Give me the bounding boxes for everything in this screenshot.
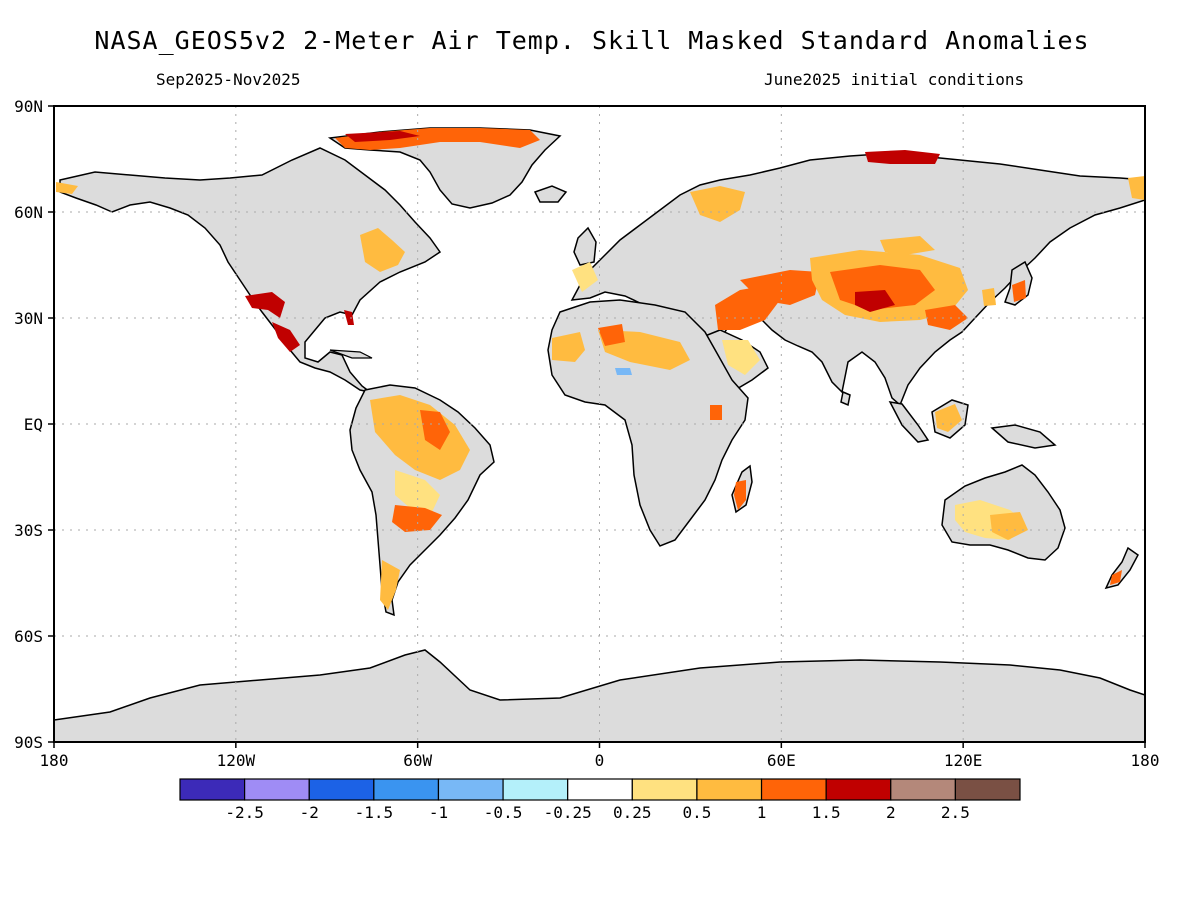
colorbar-label: -1 [429, 803, 448, 822]
colorbar-label: -0.25 [544, 803, 592, 822]
anomaly-negative-sahel [615, 368, 632, 375]
colorbar-bin [890, 778, 956, 801]
anomaly-amazon-core [420, 410, 450, 450]
anomaly-paraguay [392, 505, 442, 532]
colorbar-label: -2 [300, 803, 319, 822]
colorbar: -2.5 -2 -1.5 -1 -0.5 -0.25 0.25 0.5 1 1.5 2 2.5 [179, 778, 1021, 822]
iceland [533, 185, 568, 203]
colorbar-label: -1.5 [355, 803, 394, 822]
anomaly-sahara-west [552, 332, 585, 362]
colorbar-bin [760, 778, 827, 801]
x-tick-label: 120W [217, 751, 256, 770]
anomaly-new-zealand [1110, 570, 1122, 585]
anomaly-borneo [935, 404, 962, 432]
anomaly-east-siberia [1128, 176, 1145, 200]
y-tick-label: 90N [14, 97, 43, 116]
anomaly-tibet-hot [855, 290, 895, 312]
chart-title: NASA_GEOS5v2 2-Meter Air Temp. Skill Mas… [94, 26, 1090, 55]
anomaly-japan [1012, 280, 1026, 302]
anomaly-sahara-north [598, 324, 625, 346]
colorbar-label: 1.5 [812, 803, 841, 822]
y-tick-label: 60S [14, 627, 43, 646]
anomaly-australia-core [990, 512, 1028, 540]
initial-conditions: June2025 initial conditions [764, 70, 1025, 89]
colorbar-bin [437, 778, 504, 801]
colorbar-label: 0.5 [682, 803, 711, 822]
colorbar-bin [954, 778, 1021, 801]
colorbar-label: -0.5 [484, 803, 523, 822]
x-tick-label: 60E [767, 751, 796, 770]
anomaly-western-europe [572, 262, 598, 292]
anomaly-east-africa [710, 405, 722, 420]
north-america [59, 147, 442, 393]
anomaly-southwest-us [245, 292, 285, 318]
anomaly-amazon [370, 395, 470, 480]
africa [547, 299, 749, 547]
axis-ticks: 180 120W 60W 0 60E 120E 180 90N 60N 30N EQ 30S 60S 90… [14, 97, 1159, 770]
anomaly-east-canada [360, 228, 405, 272]
colorbar-label: 0.25 [613, 803, 652, 822]
cuba [329, 349, 373, 359]
colorbar-bin [502, 778, 569, 801]
x-tick-label: 180 [1131, 751, 1160, 770]
new-guinea [990, 424, 1057, 449]
forecast-period: Sep2025-Nov2025 [156, 70, 301, 89]
anomaly-alaska [56, 182, 78, 194]
y-tick-label: 60N [14, 203, 43, 222]
y-tick-label: 30S [14, 521, 43, 540]
anomaly-greenland-core [345, 131, 420, 142]
colorbar-bin [825, 778, 892, 801]
colorbar-bin [244, 778, 310, 801]
anomaly-scandinavia [690, 186, 745, 222]
y-tick-label: EQ [24, 415, 43, 434]
colorbar-bin [179, 778, 246, 801]
colorbar-label: 2.5 [941, 803, 970, 822]
x-tick-label: 0 [595, 751, 605, 770]
anomaly-china-east [925, 305, 968, 330]
anomaly-patagonia [380, 560, 400, 610]
colorbar-bin [567, 778, 633, 801]
colorbar-label: 2 [886, 803, 896, 822]
graticule [54, 106, 1145, 742]
sumatra [888, 401, 930, 443]
y-tick-label: 30N [14, 309, 43, 328]
sri-lanka [840, 390, 851, 407]
anomaly-taymyr [865, 150, 940, 164]
anomaly-korea [982, 288, 996, 306]
anomaly-mongolia [880, 236, 935, 255]
colorbar-bin [696, 778, 763, 801]
colorbar-bin [373, 778, 440, 801]
colorbar-bin [308, 778, 375, 801]
great-britain [573, 226, 597, 266]
anomaly-florida [344, 310, 354, 325]
x-tick-label: 120E [944, 751, 983, 770]
anomaly-madagascar [734, 480, 746, 510]
colorbar-label: -2.5 [225, 803, 264, 822]
antarctica [54, 649, 1145, 742]
x-tick-label: 180 [40, 751, 69, 770]
anomaly-mexico [272, 322, 300, 352]
colorbar-bin [631, 778, 698, 801]
x-tick-label: 60W [403, 751, 432, 770]
colorbar-label: 1 [757, 803, 767, 822]
anomaly-arabia [722, 340, 760, 375]
anomaly-iran [740, 270, 820, 305]
y-tick-label: 90S [14, 733, 43, 752]
